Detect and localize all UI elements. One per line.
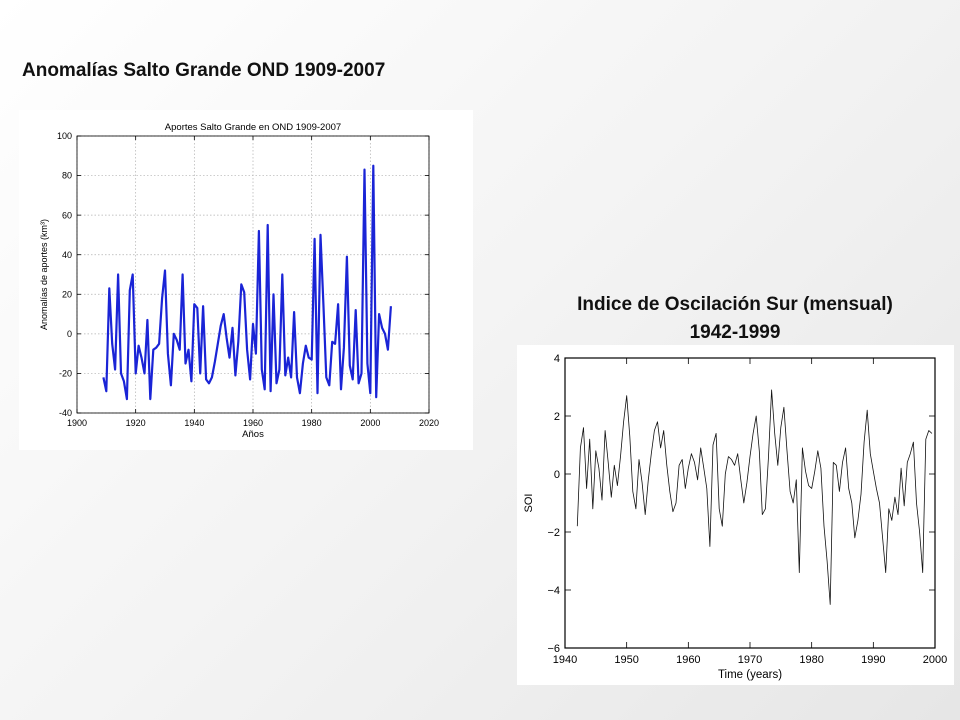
chart-title: Aportes Salto Grande en OND 1909-2007 [165, 122, 341, 133]
y-tick-label: 20 [62, 289, 72, 299]
y-tick-label: −6 [547, 643, 560, 655]
y-tick-label: 100 [57, 131, 72, 141]
chart-soi: 1940 1950 1960 1970 1980 1990 2000 4 2 0 −2 −4 −6 Tim… [523, 353, 947, 681]
y-tick-label: -40 [59, 408, 72, 418]
x-tick-label: 2000 [360, 418, 380, 428]
plot-frame [564, 357, 936, 649]
x-tick-label: 1950 [614, 654, 638, 666]
series-line [102, 164, 392, 401]
x-tick-label: 1980 [799, 654, 823, 666]
x-tick-label: 2020 [419, 418, 439, 428]
y-tick-label: 0 [554, 469, 560, 481]
y-tick-label: 80 [62, 171, 72, 181]
y-tick-label: 60 [62, 210, 72, 220]
x-tick-label: 1940 [553, 654, 577, 666]
x-tick-label: 1960 [243, 418, 263, 428]
slide-title-right-line1: Indice de Oscilación Sur (mensual) [577, 294, 893, 315]
y-axis-label: Anomalías de aportes (km³) [39, 219, 49, 330]
series-line [576, 389, 933, 605]
y-tick-label: 40 [62, 250, 72, 260]
slide-title-left: Anomalías Salto Grande OND 1909-2007 [22, 60, 386, 81]
chart-panel-soi: 1940 1950 1960 1970 1980 1990 2000 4 2 0 −2 −4 −6 Tim… [517, 345, 954, 685]
chart-panel-salto-grande: 1900 1920 1940 1960 1980 2000 2020 -40 -20 0 20 40 6… [19, 110, 473, 450]
x-tick-label: 1970 [738, 654, 762, 666]
slide-title-right: Indice de Oscilación Sur (mensual) 1942-… [500, 291, 960, 347]
x-axis-label: Time (years) [718, 669, 782, 681]
x-tick-label: 1900 [67, 418, 87, 428]
y-tick-label: −4 [547, 585, 560, 597]
x-tick-label: 1920 [126, 418, 146, 428]
y-tick-label: −2 [547, 527, 560, 539]
chart-salto-grande: 1900 1920 1940 1960 1980 2000 2020 -40 -20 0 20 40 6… [39, 122, 439, 440]
y-tick-label: 4 [554, 353, 560, 365]
x-tick-label: 1990 [861, 654, 885, 666]
x-tick-label: 1980 [302, 418, 322, 428]
x-axis-label: Años [242, 429, 264, 440]
y-tick-label: 2 [554, 411, 560, 423]
x-tick-label: 2000 [923, 654, 947, 666]
x-tick-label: 1960 [676, 654, 700, 666]
plot-frame [76, 135, 430, 414]
y-tick-label: -20 [59, 369, 72, 379]
x-tick-label: 1940 [184, 418, 204, 428]
y-tick-label: 0 [67, 329, 72, 339]
y-axis-label: SOI [523, 494, 535, 513]
slide-title-right-line2: 1942-1999 [689, 322, 781, 343]
